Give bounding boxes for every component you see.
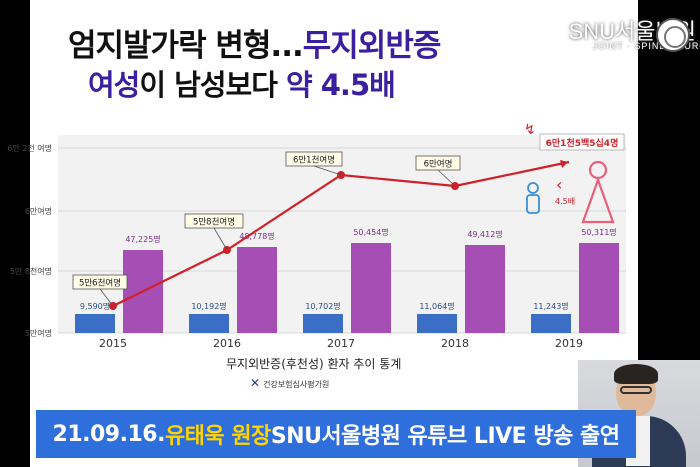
x-tick-label: 2016: [213, 337, 241, 350]
data-label-female: 50,311명: [581, 227, 616, 237]
bar-male: [75, 314, 115, 333]
y-tick-label: 6만여명: [25, 206, 52, 216]
flourish-icon: ↯: [524, 122, 536, 138]
hira-logo-icon: ✕: [250, 376, 261, 390]
callout-box: [415, 155, 461, 171]
brand-tagline: JOINT · SPINE · SURGERY: [592, 41, 700, 51]
y-tick-label: 6만 2천 여명: [7, 143, 52, 153]
callout-leader: [213, 227, 228, 251]
total-label: 6만여명: [424, 159, 453, 170]
male-icon: [526, 194, 540, 214]
bar-male: [417, 314, 457, 333]
chart-source: ✕ 건강보험심사평가원: [250, 376, 330, 390]
bar-male: [303, 314, 343, 333]
data-label-male: 11,243명: [533, 301, 568, 311]
total-label: 6만1천여명: [293, 155, 335, 166]
data-label-male: 11,064명: [419, 301, 454, 311]
presenter-glasses: [620, 386, 652, 394]
callout-box: [72, 274, 128, 290]
data-label-female: 49,412명: [467, 229, 502, 239]
y-tick-label: 5만 8천여명: [10, 266, 52, 276]
total-line-arrowhead: [560, 160, 568, 168]
bar-male: [531, 314, 571, 333]
female-icon: [581, 176, 615, 224]
total-label-final: 6만1천5백5십4명: [546, 137, 619, 149]
university-seal-icon: [656, 18, 690, 52]
y-tick-label: 5만여명: [25, 328, 52, 338]
x-tick-label: 2018: [441, 337, 469, 350]
total-label: 5만8천여명: [193, 217, 235, 228]
callout-leader: [99, 288, 114, 307]
presenter-hair: [614, 364, 658, 384]
bar-female: [579, 243, 619, 333]
x-tick-label: 2017: [327, 337, 355, 350]
bar-female: [237, 247, 277, 333]
data-label-female: 47,225명: [125, 234, 160, 244]
callout-box-final: [539, 133, 625, 151]
slide-title-line2: 여성이 남성보다 약 4.5배: [88, 68, 396, 102]
bar-female: [351, 243, 391, 333]
callout-box: [285, 151, 343, 167]
callout-leader: [313, 165, 342, 176]
data-label-female: 48,778명: [239, 231, 274, 241]
live-broadcast-banner: 21.09.16. 유태욱 원장 SNU서울병원 유튜브 LIVE 방송 출연: [36, 410, 636, 458]
data-label-male: 10,702명: [305, 301, 340, 311]
total-label: 5만6천여명: [79, 278, 121, 289]
x-tick-label: 2015: [99, 337, 127, 350]
slide-title-line1: 엄지발가락 변형...무지외반증: [68, 28, 441, 64]
data-label-male: 10,192명: [191, 301, 226, 311]
bar-male: [189, 314, 229, 333]
x-tick-label: 2019: [555, 337, 583, 350]
ratio-label: 4.5배: [555, 197, 575, 206]
callout-leader: [437, 169, 456, 187]
callout-box: [184, 213, 244, 229]
male-icon-head: [527, 182, 539, 194]
bar-female: [465, 245, 505, 333]
data-label-female: 50,454명: [353, 227, 388, 237]
chart-caption: 무지외반증(후천성) 환자 추이 통계: [226, 357, 402, 371]
ratio-arrow-icon: ‹: [556, 175, 562, 194]
data-label-male: 9,590명: [80, 301, 110, 311]
